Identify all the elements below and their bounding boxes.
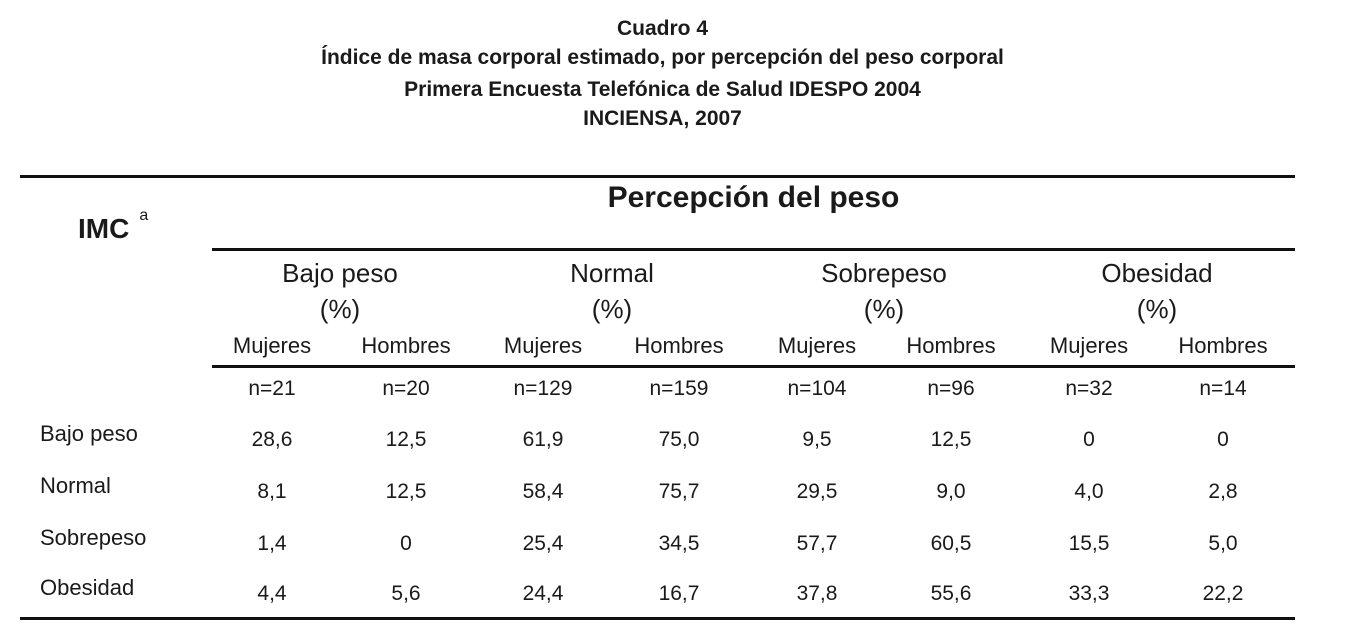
group-unit: (%) <box>1136 294 1178 324</box>
column-header: Hombres <box>634 333 724 358</box>
group-unit: (%) <box>863 294 905 324</box>
table-cell: 9,5 <box>802 428 832 451</box>
row-header-label: IMC <box>78 213 130 244</box>
table-cell: 22,2 <box>1202 582 1244 605</box>
table-cell: 1,4 <box>257 532 287 555</box>
sample-size: n=104 <box>787 377 847 400</box>
table-cell: 28,6 <box>251 428 293 451</box>
table-cell: 61,9 <box>522 428 564 451</box>
column-header: Mujeres <box>232 333 312 358</box>
table-cell: 37,8 <box>796 582 838 605</box>
row-header-note: a <box>139 206 149 224</box>
table-cell: 34,5 <box>658 532 700 555</box>
group-name: Sobrepeso <box>821 258 947 288</box>
table-cell: 75,0 <box>658 428 700 451</box>
caption-title: Índice de masa corporal estimado, por pe… <box>321 46 1004 69</box>
group-header: Percepción del peso <box>607 181 900 214</box>
sample-size: n=32 <box>1065 377 1113 400</box>
table-cell: 12,5 <box>385 428 427 451</box>
table-cell: 29,5 <box>796 480 838 503</box>
group-unit: (%) <box>591 294 633 324</box>
bottom-rule <box>20 617 1295 620</box>
table-cell: 55,6 <box>930 582 972 605</box>
table-cell: 12,5 <box>385 480 427 503</box>
column-header: Mujeres <box>503 333 583 358</box>
table-cell: 25,4 <box>522 532 564 555</box>
table-cell: 24,4 <box>522 582 564 605</box>
top-rule <box>20 175 1295 178</box>
sample-size: n=20 <box>382 377 430 400</box>
table-cell: 33,3 <box>1068 582 1110 605</box>
header-rule <box>212 365 1295 368</box>
column-header: Hombres <box>1178 333 1268 358</box>
table-cell: 60,5 <box>930 532 972 555</box>
table-cell: 58,4 <box>522 480 564 503</box>
table-cell: 5,0 <box>1208 532 1238 555</box>
sample-size: n=21 <box>248 377 296 400</box>
group-unit: (%) <box>319 294 361 324</box>
group-name: Obesidad <box>1101 258 1213 288</box>
caption-number: Cuadro 4 <box>616 17 708 40</box>
row-label: Sobrepeso <box>40 525 147 550</box>
sample-size: n=159 <box>649 377 709 400</box>
table-cell: 2,8 <box>1208 480 1238 503</box>
table-cell: 4,4 <box>257 582 287 605</box>
table-cell: 15,5 <box>1068 532 1110 555</box>
column-header: Mujeres <box>777 333 857 358</box>
column-header: Hombres <box>906 333 996 358</box>
table-cell: 0 <box>1217 428 1229 451</box>
sample-size: n=96 <box>927 377 975 400</box>
table-cell: 16,7 <box>658 582 700 605</box>
group-name: Normal <box>570 258 654 288</box>
table-cell: 9,0 <box>936 480 966 503</box>
table-cell: 0 <box>400 532 412 555</box>
row-label: Normal <box>40 473 111 498</box>
column-header: Hombres <box>361 333 451 358</box>
caption-publisher: INCIENSA, 2007 <box>583 107 742 130</box>
table-cell: 12,5 <box>930 428 972 451</box>
table-cell: 75,7 <box>658 480 700 503</box>
caption-source: Primera Encuesta Telefónica de Salud IDE… <box>404 78 921 101</box>
sample-size: n=14 <box>1199 377 1247 400</box>
table-cell: 57,7 <box>796 532 838 555</box>
column-header: Mujeres <box>1049 333 1129 358</box>
table-cell: 0 <box>1083 428 1095 451</box>
row-label: Obesidad <box>40 575 135 600</box>
row-label: Bajo peso <box>40 421 138 446</box>
sample-size: n=129 <box>513 377 573 400</box>
table-cell: 4,0 <box>1074 480 1104 503</box>
table-caption: Cuadro 4 Índice de masa corporal estimad… <box>0 14 1325 133</box>
row-header: IMC a <box>78 207 148 245</box>
group-name: Bajo peso <box>282 258 398 288</box>
group-rule <box>212 248 1295 251</box>
table-cell: 5,6 <box>391 582 421 605</box>
table-cell: 8,1 <box>257 480 287 503</box>
